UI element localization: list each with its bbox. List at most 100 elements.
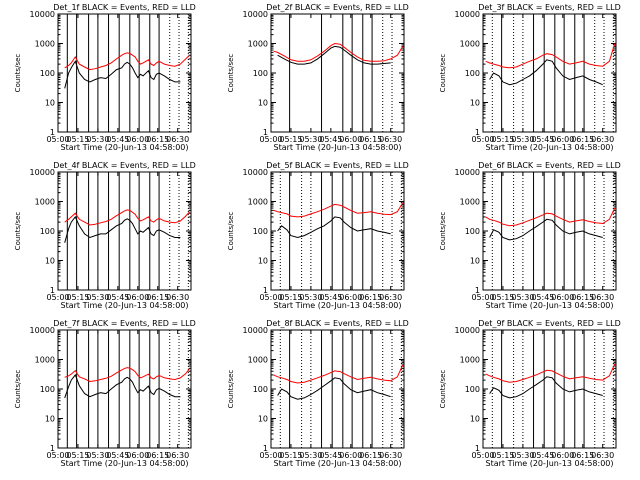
x-tick-label: 05:00 [471,135,494,144]
events-series-line [277,216,391,239]
y-tick-label: 10000 [30,10,55,19]
y-tick-label: 1 [475,128,480,137]
x-axis-label: Start Time (20-Jun-13 04:58:00) [61,143,189,152]
y-tick-label: 1000 [35,356,55,365]
y-tick-label: 10 [258,99,268,108]
chart-panel: Det_4f BLACK = Events, RED = LLD 1 10 100 10… [14,161,196,310]
x-tick-label: 05:30 [511,135,534,144]
x-tick-label: 05:00 [259,293,282,302]
chart-title: Det_1f BLACK = Events, RED = LLD [53,3,196,12]
y-axis-label: Counts/sec [439,54,447,93]
chart-title: Det_5f BLACK = Events, RED = LLD [266,161,409,170]
events-series-line [64,60,181,89]
plot-frame [270,171,405,291]
x-tick-label: 06:30 [166,451,189,460]
x-tick-label: 06:15 [359,451,382,460]
x-tick-label: 06:15 [571,135,594,144]
x-tick-label: 05:30 [299,135,322,144]
chart-panel: Det_3f BLACK = Events, RED = LLD 1 10 100 10… [439,3,621,152]
x-tick-label: 06:30 [379,293,402,302]
y-tick-label: 10000 [30,326,55,335]
x-tick-label: 05:15 [279,293,302,302]
x-tick-label: 05:45 [319,135,342,144]
y-tick-label: 1000 [248,356,268,365]
x-tick-label: 05:30 [86,293,109,302]
lld-series-line [273,202,404,218]
x-tick-label: 05:45 [531,451,554,460]
y-axis-label: Counts/sec [439,370,447,409]
x-tick-label: 06:30 [379,451,402,460]
x-tick-label: 06:15 [571,293,594,302]
chart-panel: Det_6f BLACK = Events, RED = LLD 1 10 100 10… [439,161,621,310]
y-tick-label: 100 [253,69,268,78]
chart-title: Det_9f BLACK = Events, RED = LLD [478,319,621,328]
x-tick-label: 05:30 [299,451,322,460]
chart-panel: Det_8f BLACK = Events, RED = LLD 1 10 100 10… [227,319,409,468]
x-tick-label: 06:00 [126,293,149,302]
x-tick-label: 05:15 [66,293,89,302]
x-tick-label: 05:15 [491,451,514,460]
y-tick-label: 10 [45,257,55,266]
y-tick-label: 10 [258,415,268,424]
x-tick-label: 05:45 [319,293,342,302]
x-tick-label: 05:45 [531,293,554,302]
y-tick-label: 1000 [460,356,480,365]
x-tick-label: 06:15 [146,293,169,302]
plot-frame [57,171,192,291]
x-tick-label: 05:45 [106,135,129,144]
x-tick-label: 06:30 [591,451,614,460]
y-tick-label: 100 [465,69,480,78]
x-tick-label: 06:00 [551,293,574,302]
y-tick-label: 10 [470,99,480,108]
y-axis-label: Counts/sec [14,54,22,93]
chart-title: Det_7f BLACK = Events, RED = LLD [53,319,196,328]
x-axis-label: Start Time (20-Jun-13 04:58:00) [61,301,189,310]
chart-panel: Det_1f BLACK = Events, RED = LLD 1 10 100 10… [14,3,196,152]
lld-series-line [485,363,616,383]
y-axis-label: Counts/sec [439,212,447,251]
y-tick-label: 1 [263,286,268,295]
x-tick-label: 05:15 [279,135,302,144]
y-tick-label: 10000 [243,10,268,19]
y-tick-label: 10000 [455,326,480,335]
events-series-line [489,218,603,241]
y-axis-label: Counts/sec [227,370,235,409]
y-tick-label: 10000 [243,326,268,335]
y-tick-label: 1 [263,128,268,137]
x-axis-label: Start Time (20-Jun-13 04:58:00) [61,459,189,468]
x-tick-label: 05:30 [299,293,322,302]
x-axis-label: Start Time (20-Jun-13 04:58:00) [274,143,402,152]
y-tick-label: 10000 [455,10,480,19]
x-tick-label: 06:15 [571,451,594,460]
x-tick-label: 05:00 [259,135,282,144]
y-tick-label: 1000 [248,40,268,49]
y-tick-label: 1000 [35,198,55,207]
x-tick-label: 06:15 [146,451,169,460]
x-tick-label: 05:30 [511,293,534,302]
x-axis-label: Start Time (20-Jun-13 04:58:00) [486,301,614,310]
lld-series-line [273,364,404,384]
chart-panel: Det_7f BLACK = Events, RED = LLD 1 10 100 10… [14,319,196,468]
x-tick-label: 05:45 [106,293,129,302]
y-tick-label: 10 [258,257,268,266]
plot-frame [57,329,192,449]
chart-panel: Det_5f BLACK = Events, RED = LLD 1 10 100 10… [227,161,409,310]
y-tick-label: 1 [475,444,480,453]
y-tick-label: 10 [45,99,55,108]
x-axis-label: Start Time (20-Jun-13 04:58:00) [486,459,614,468]
y-tick-label: 100 [40,69,55,78]
x-tick-label: 06:15 [359,135,382,144]
y-tick-label: 1 [50,444,55,453]
lld-series-line [485,207,616,227]
x-tick-label: 06:00 [339,135,362,144]
x-tick-label: 06:00 [339,293,362,302]
events-series-line [277,377,391,400]
x-tick-label: 05:00 [46,135,69,144]
y-tick-label: 100 [253,385,268,394]
x-tick-label: 05:15 [491,135,514,144]
events-series-line [64,373,181,399]
plot-frame [57,13,192,133]
events-series-line [64,215,181,243]
y-axis-label: Counts/sec [14,212,22,251]
